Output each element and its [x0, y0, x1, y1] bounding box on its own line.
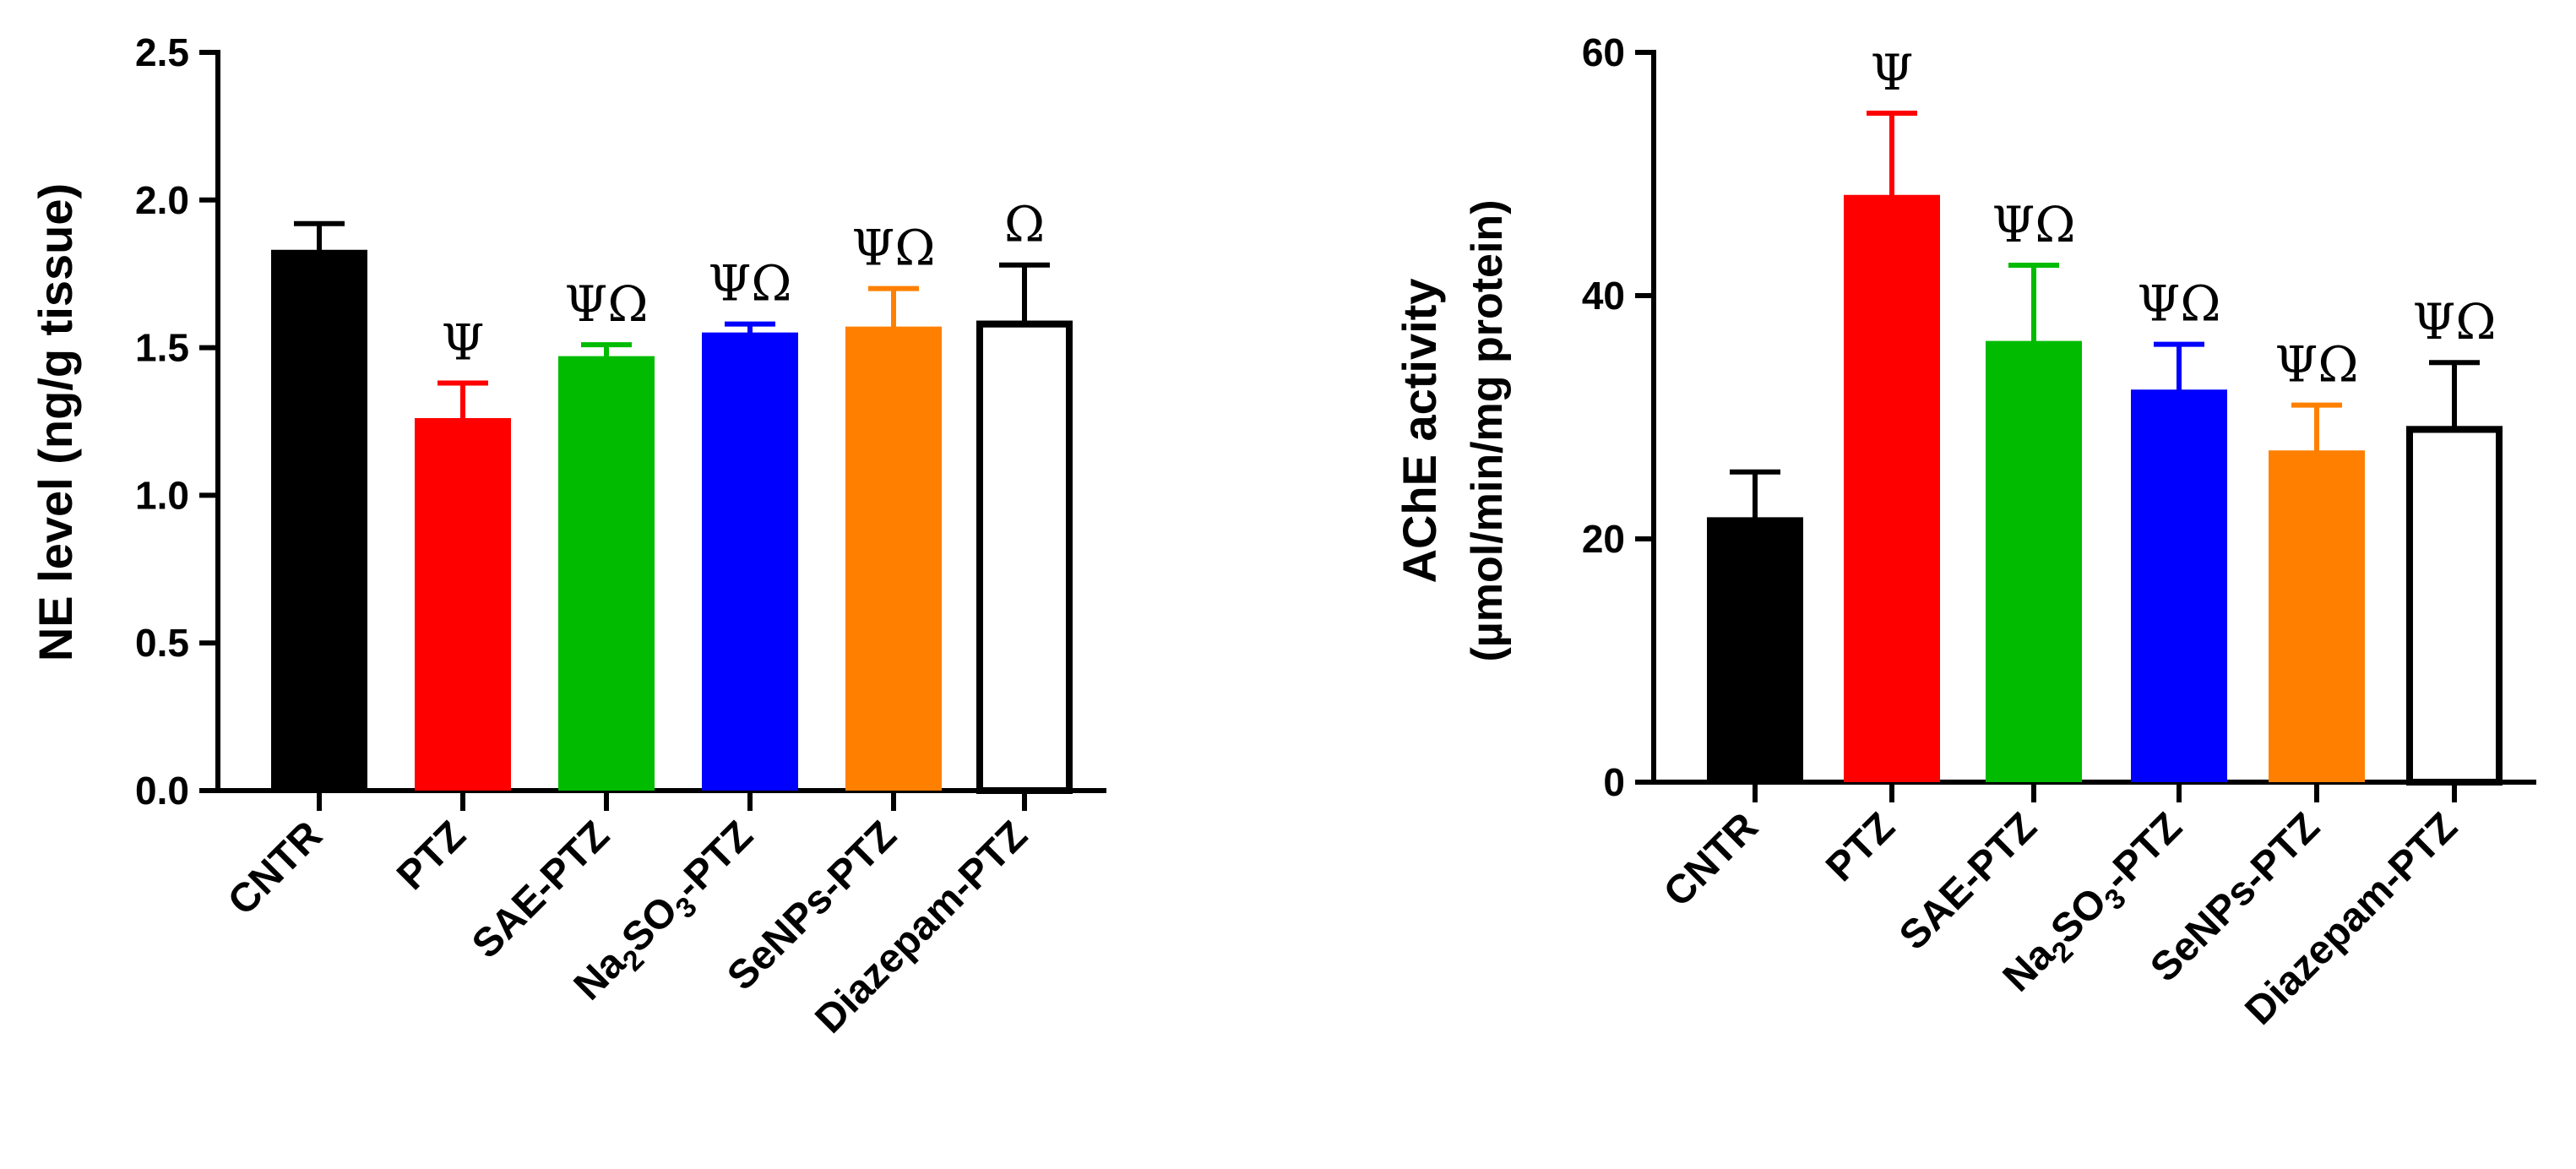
- bar: [1844, 198, 1940, 783]
- category-label: SAE-PTZ: [464, 813, 618, 967]
- ne-level-chart: 0.0 0.5 1.0 1.5 2.0 2.5 NE level (ng/g tissue)…: [29, 30, 1106, 1042]
- y-tick-label: 0.5: [135, 621, 189, 665]
- significance-label: ΨΩ: [852, 220, 936, 277]
- y-axis-label-units: (µmol/min/mg protein): [1463, 199, 1512, 661]
- significance-label: ΨΩ: [2138, 275, 2221, 333]
- significance-label: ΨΩ: [1992, 196, 2076, 253]
- significance-label: ΨΩ: [565, 275, 649, 333]
- y-axis-label: NE level (ng/g tissue): [29, 183, 82, 661]
- y-axis-label: AChE activity: [1393, 279, 1446, 584]
- bar: [558, 359, 655, 791]
- bar: [2269, 454, 2365, 782]
- y-tick-label: 0.0: [135, 769, 189, 813]
- significance-label: Ψ: [442, 314, 485, 372]
- category-label: PTZ: [389, 813, 475, 899]
- bar: [2131, 393, 2227, 782]
- category-label: SAE-PTZ: [1891, 804, 2046, 959]
- significance-label: Ω: [1004, 196, 1045, 253]
- bar: [702, 335, 798, 791]
- bar: [845, 329, 942, 791]
- significance-label: ΨΩ: [2275, 336, 2359, 394]
- y-tick-label: 0: [1603, 760, 1625, 804]
- bar: [271, 253, 367, 791]
- bar: [976, 320, 1073, 794]
- category-label: PTZ: [1818, 804, 1904, 890]
- significance-label: Ψ: [1871, 44, 1914, 101]
- ache-activity-chart: 0 20 40 60 AChE activity (µmol/min/mg protein…: [1393, 30, 2536, 1034]
- significance-label: ΨΩ: [2413, 293, 2497, 351]
- bar: [415, 421, 511, 791]
- y-tick-label: 1.5: [135, 326, 189, 370]
- category-label: CNTR: [1655, 804, 1767, 916]
- y-tick-label: 20: [1582, 517, 1625, 561]
- y-tick-label: 2.0: [135, 178, 189, 222]
- y-tick-label: 40: [1582, 274, 1625, 318]
- bar: [1707, 520, 1803, 782]
- y-tick-label: 1.0: [135, 473, 189, 517]
- y-tick-label: 60: [1582, 30, 1625, 74]
- y-tick-label: 2.5: [135, 30, 189, 74]
- bar: [1986, 344, 2082, 783]
- category-label: CNTR: [220, 813, 331, 924]
- bar: [2406, 426, 2503, 786]
- significance-label: ΨΩ: [709, 255, 792, 313]
